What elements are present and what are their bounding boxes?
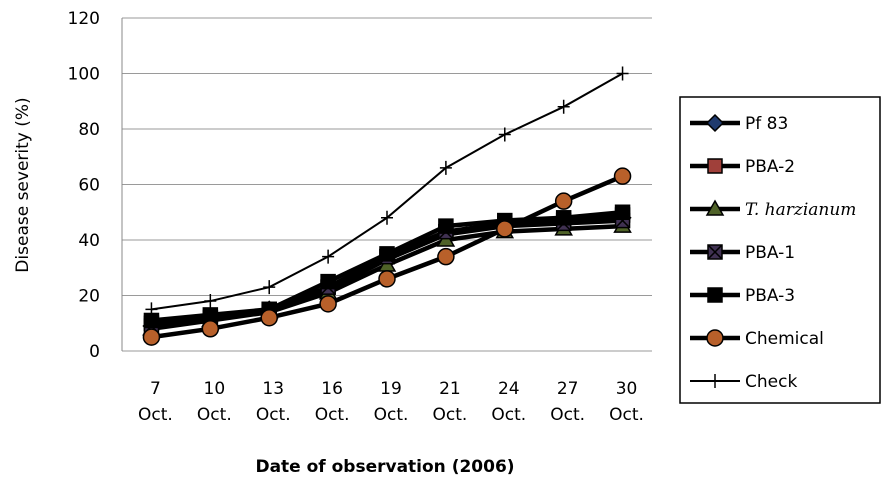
x-tick-label: 27 Oct. xyxy=(550,379,585,425)
marker xyxy=(707,287,723,303)
marker xyxy=(202,307,219,323)
marker xyxy=(260,308,278,327)
y-tick-label: 100 xyxy=(68,65,100,85)
legend-item: PBA-2 xyxy=(690,157,795,177)
legend-item: Pf 83 xyxy=(690,113,788,134)
marker xyxy=(439,160,452,175)
marker xyxy=(263,280,276,295)
marker xyxy=(204,294,217,309)
marker xyxy=(379,246,395,262)
marker xyxy=(614,204,631,220)
series xyxy=(142,167,632,346)
legend-label: Chemical xyxy=(745,329,824,349)
legend-item: Chemical xyxy=(690,329,824,349)
legend-item: Check xyxy=(690,372,797,392)
y-tick-label: 120 xyxy=(68,9,100,29)
marker xyxy=(142,328,161,346)
y-tick-label: 60 xyxy=(78,176,100,196)
legend-label: Pf 83 xyxy=(745,114,788,134)
marker xyxy=(496,220,514,238)
x-tick-label: 19 Oct. xyxy=(374,379,409,425)
x-tick-label: 10 Oct. xyxy=(197,379,232,425)
x-tick-label: 24 Oct. xyxy=(491,379,526,425)
x-tick-label: 13 Oct. xyxy=(256,379,291,425)
x-tick-label: 21 Oct. xyxy=(432,379,467,425)
marker xyxy=(378,270,396,288)
legend-label: Check xyxy=(745,372,797,392)
marker-cross xyxy=(707,244,723,260)
marker xyxy=(498,127,511,142)
marker xyxy=(145,302,158,317)
series xyxy=(145,66,629,317)
marker xyxy=(437,247,455,266)
x-tick-label: 16 Oct. xyxy=(315,379,350,425)
marker xyxy=(322,249,335,264)
marker xyxy=(438,218,454,234)
marker xyxy=(554,192,573,210)
marker xyxy=(706,329,724,347)
x-axis-title: Date of observation (2006) xyxy=(255,457,514,477)
legend-item: T. harzianum xyxy=(690,199,856,220)
legend-label: PBA-1 xyxy=(745,243,795,263)
legend-item: PBA-1 xyxy=(690,243,795,263)
marker xyxy=(616,66,629,81)
marker xyxy=(381,210,393,225)
marker xyxy=(613,167,632,185)
marker xyxy=(709,374,721,388)
legend-label: PBA-3 xyxy=(745,286,795,306)
y-tick-label: 40 xyxy=(78,231,100,251)
legend-item: PBA-3 xyxy=(690,286,795,306)
y-tick-label: 80 xyxy=(78,120,100,140)
marker xyxy=(705,113,725,133)
legend-label: PBA-2 xyxy=(745,157,795,177)
marker xyxy=(557,99,570,114)
x-tick-label: 30 Oct. xyxy=(609,379,644,425)
x-tick-label: 7 Oct. xyxy=(138,379,173,425)
y-tick-label: 20 xyxy=(78,287,100,307)
legend-label: T. harzianum xyxy=(745,200,856,220)
marker xyxy=(320,273,336,290)
y-tick-label: 0 xyxy=(89,342,100,362)
marker xyxy=(707,158,723,174)
y-axis-title: Disease severity (%) xyxy=(13,97,33,272)
marker xyxy=(201,320,220,338)
marker xyxy=(705,199,725,216)
marker xyxy=(555,210,572,226)
marker xyxy=(319,295,337,313)
